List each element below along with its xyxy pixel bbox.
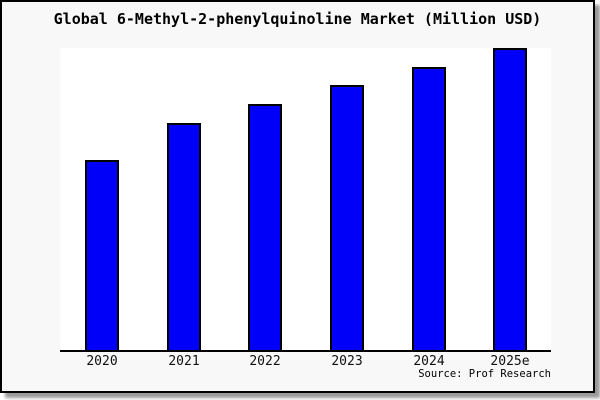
- x-tick-label-2024: 2024: [413, 354, 445, 369]
- plot-area: [60, 48, 551, 352]
- bar-2020: [85, 160, 119, 350]
- source-note: Source: Prof Research: [418, 368, 551, 380]
- x-tick-label-2022: 2022: [249, 354, 281, 369]
- bar-2023: [330, 85, 364, 350]
- x-tick-label-2023: 2023: [331, 354, 363, 369]
- x-tick-label-2020: 2020: [86, 354, 118, 369]
- x-tick-label-2021: 2021: [168, 354, 200, 369]
- bar-2025e: [493, 48, 527, 350]
- chart-card: Global 6-Methyl-2-phenylquinoline Market…: [0, 0, 595, 393]
- bar-2024: [412, 67, 446, 350]
- x-tick-label-2025e: 2025e: [490, 354, 530, 369]
- bar-2021: [167, 123, 201, 350]
- bar-2022: [248, 104, 282, 350]
- x-axis-tick-labels: 2020 2021 2022 2023 2024 2025e: [60, 354, 551, 370]
- chart-title: Global 6-Methyl-2-phenylquinoline Market…: [53, 10, 542, 28]
